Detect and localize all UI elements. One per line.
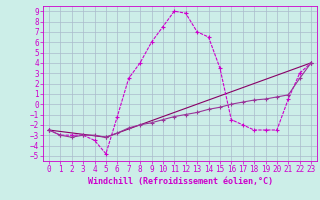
X-axis label: Windchill (Refroidissement éolien,°C): Windchill (Refroidissement éolien,°C) xyxy=(87,177,273,186)
